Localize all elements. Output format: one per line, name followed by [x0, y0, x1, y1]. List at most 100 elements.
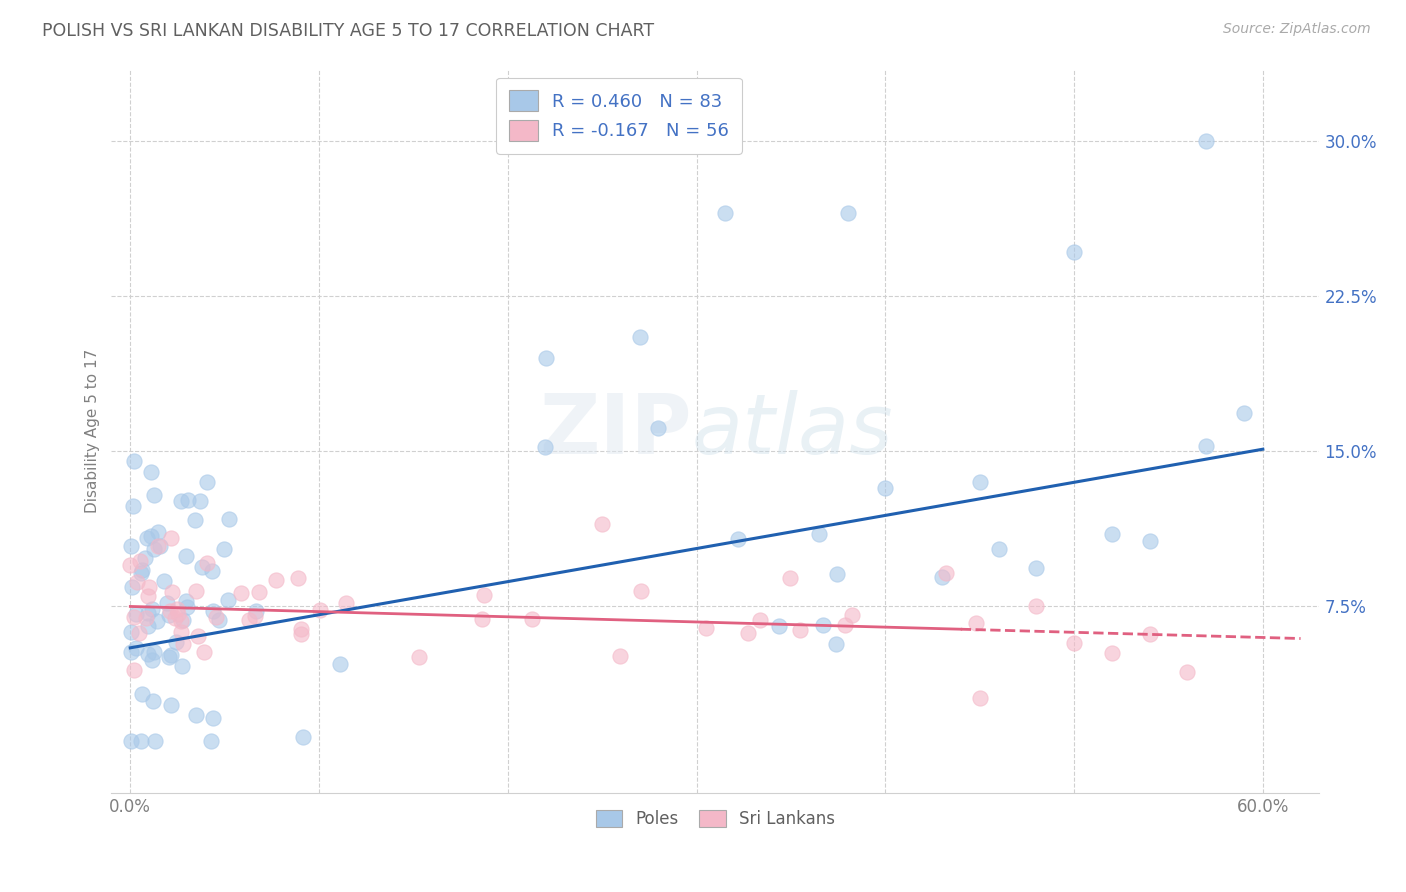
Point — [142, 542, 165, 557]
Point — [143, 644, 166, 658]
Point — [139, 529, 162, 543]
Point — [141, 601, 163, 615]
Point — [167, 607, 190, 621]
Point — [190, 560, 212, 574]
Point — [120, 734, 142, 748]
Point — [202, 711, 225, 725]
Point — [969, 475, 991, 490]
Point — [807, 527, 830, 541]
Point — [335, 596, 357, 610]
Point — [193, 645, 215, 659]
Point — [176, 593, 198, 607]
Point — [159, 604, 181, 618]
Point — [184, 513, 207, 527]
Point — [131, 563, 153, 577]
Point — [534, 351, 557, 366]
Point — [935, 566, 957, 580]
Point — [825, 566, 848, 581]
Point — [1101, 646, 1123, 660]
Point — [205, 610, 228, 624]
Point — [120, 539, 142, 553]
Point — [124, 610, 146, 624]
Point — [779, 571, 801, 585]
Point — [172, 637, 194, 651]
Point — [174, 549, 197, 563]
Point — [201, 564, 224, 578]
Point — [121, 500, 143, 514]
Point — [208, 613, 231, 627]
Point — [160, 584, 183, 599]
Point — [522, 612, 544, 626]
Point — [695, 621, 717, 635]
Point — [188, 494, 211, 508]
Point — [837, 206, 859, 220]
Point — [1063, 244, 1085, 259]
Point — [217, 592, 239, 607]
Point — [184, 708, 207, 723]
Point — [136, 619, 159, 633]
Point — [122, 453, 145, 467]
Point — [125, 607, 148, 621]
Text: ZIP: ZIP — [538, 390, 692, 471]
Point — [200, 734, 222, 748]
Point — [472, 588, 495, 602]
Point — [145, 614, 167, 628]
Point — [1025, 561, 1047, 575]
Point — [647, 421, 669, 435]
Point — [1175, 665, 1198, 679]
Text: POLISH VS SRI LANKAN DISABILITY AGE 5 TO 17 CORRELATION CHART: POLISH VS SRI LANKAN DISABILITY AGE 5 TO… — [42, 22, 654, 40]
Point — [768, 619, 790, 633]
Point — [841, 608, 863, 623]
Point — [157, 608, 180, 623]
Point — [172, 613, 194, 627]
Point — [630, 584, 652, 599]
Point — [811, 617, 834, 632]
Point — [176, 599, 198, 614]
Point — [591, 516, 613, 531]
Point — [628, 330, 651, 344]
Point — [139, 465, 162, 479]
Point — [170, 659, 193, 673]
Point — [1025, 599, 1047, 614]
Point — [127, 574, 149, 589]
Point — [264, 573, 287, 587]
Point — [290, 623, 312, 637]
Point — [965, 616, 987, 631]
Text: atlas: atlas — [692, 390, 893, 471]
Point — [243, 609, 266, 624]
Point — [143, 488, 166, 502]
Point — [309, 603, 332, 617]
Point — [125, 640, 148, 655]
Point — [142, 694, 165, 708]
Point — [212, 541, 235, 556]
Legend: Poles, Sri Lankans: Poles, Sri Lankans — [589, 804, 842, 835]
Point — [136, 607, 159, 621]
Point — [290, 627, 312, 641]
Point — [714, 206, 737, 220]
Point — [135, 611, 157, 625]
Point — [408, 649, 430, 664]
Point — [247, 585, 270, 599]
Point — [128, 626, 150, 640]
Point — [931, 570, 953, 584]
Point — [748, 613, 770, 627]
Point — [148, 539, 170, 553]
Point — [1063, 636, 1085, 650]
Point — [184, 584, 207, 599]
Point — [160, 531, 183, 545]
Point — [231, 586, 253, 600]
Point — [169, 624, 191, 639]
Point — [737, 626, 759, 640]
Point — [187, 629, 209, 643]
Point — [201, 604, 224, 618]
Point — [131, 687, 153, 701]
Point — [1233, 406, 1256, 420]
Point — [195, 475, 218, 490]
Point — [969, 690, 991, 705]
Point — [170, 494, 193, 508]
Point — [120, 625, 142, 640]
Point — [120, 558, 142, 573]
Point — [1195, 438, 1218, 452]
Point — [166, 602, 188, 616]
Point — [155, 596, 177, 610]
